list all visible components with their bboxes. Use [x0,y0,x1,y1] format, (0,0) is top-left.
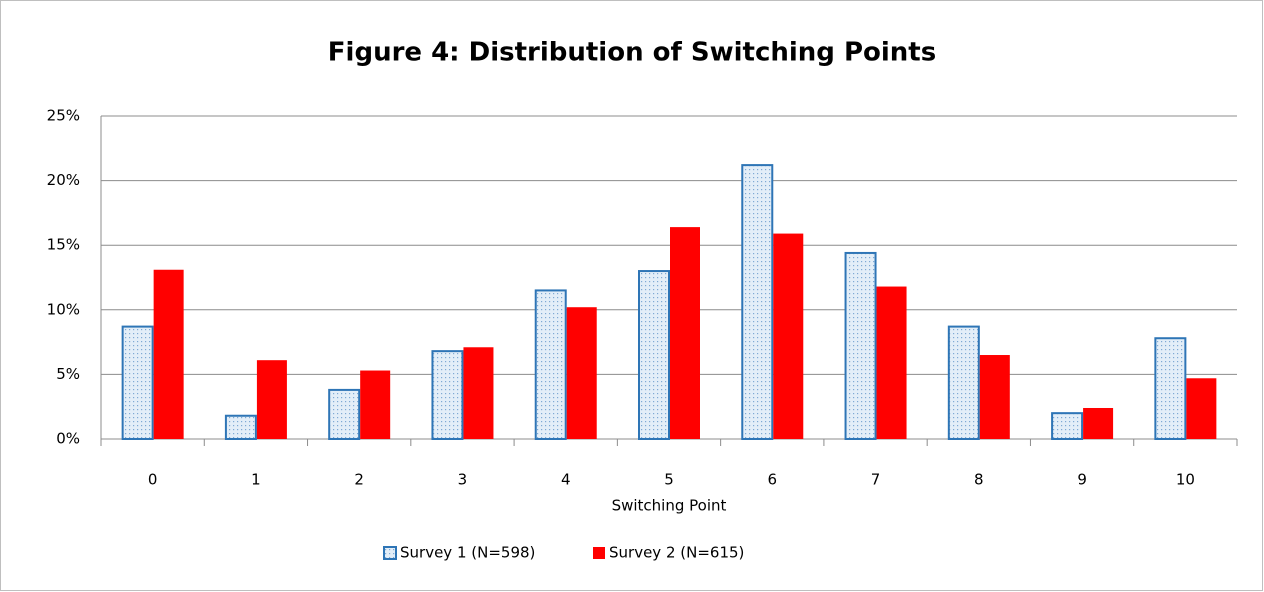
y-tick-label: 0% [56,430,80,448]
bar [153,269,184,439]
legend-swatch [593,547,605,559]
bar [844,251,877,440]
bar [224,414,257,440]
bar [1186,378,1217,439]
x-tick-label: 10 [1176,471,1195,489]
bar [431,350,464,441]
bar [256,360,287,439]
bar [876,286,907,439]
bar [566,307,597,439]
bar [1051,412,1084,441]
y-tick-label: 5% [56,365,80,383]
bar [360,370,391,439]
bar [638,270,670,441]
bar [1083,407,1114,439]
bar [534,289,567,441]
legend-swatch [383,546,397,560]
x-tick-label: 0 [148,471,158,489]
bar [741,164,774,440]
y-tick-label: 25% [47,107,80,125]
y-tick-label: 15% [47,236,80,254]
x-tick-label: 7 [871,471,881,489]
bar [328,388,361,440]
bar [121,325,154,441]
x-tick-label: 3 [458,471,468,489]
x-tick-label: 9 [1077,471,1087,489]
bar [463,347,494,439]
x-tick-label: 1 [251,471,261,489]
bar [670,227,700,439]
y-tick-label: 10% [47,300,80,318]
chart-title: Figure 4: Distribution of Switching Poin… [328,38,936,68]
x-tick-label: 4 [561,471,571,489]
bar [1154,337,1187,440]
x-tick-label: 5 [664,471,674,489]
x-axis-title: Switching Point [612,497,727,515]
x-tick-label: 8 [974,471,984,489]
legend-label: Survey 1 (N=598) [400,544,535,562]
y-tick-label: 20% [47,171,80,189]
x-tick-label: 2 [354,471,364,489]
bar [773,233,804,439]
legend-label: Survey 2 (N=615) [609,544,744,562]
bar [979,355,1010,439]
x-tick-label: 6 [767,471,777,489]
bar [947,325,980,441]
